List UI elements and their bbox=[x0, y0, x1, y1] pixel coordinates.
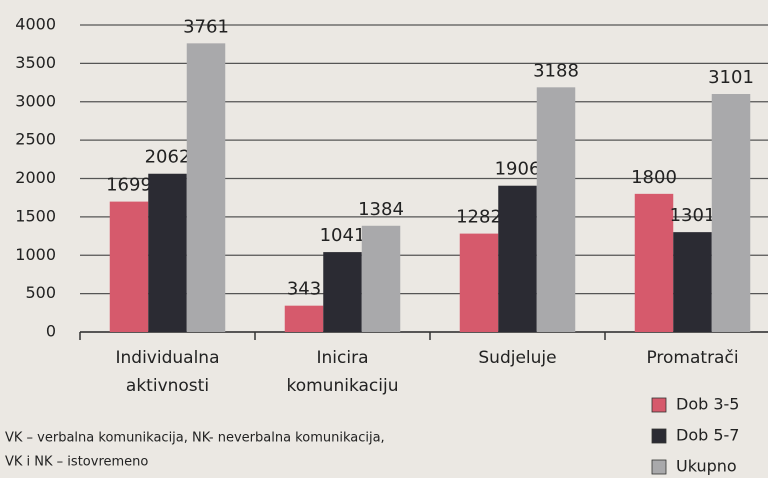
value-label: 1800 bbox=[631, 167, 677, 188]
bar bbox=[498, 185, 537, 332]
legend-swatch bbox=[651, 397, 667, 413]
note: VK – verbalna komunikacija, NK- neverbal… bbox=[5, 431, 385, 446]
value-label: 1301 bbox=[670, 205, 716, 226]
legend-swatch bbox=[651, 459, 667, 475]
x-tick-label: Inicira bbox=[317, 348, 369, 368]
value-label: 1041 bbox=[320, 225, 366, 246]
bar bbox=[284, 305, 324, 332]
value-label: 1384 bbox=[358, 199, 404, 220]
x-tick-label: Sudjeluje bbox=[478, 348, 556, 368]
value-label: 3101 bbox=[708, 67, 754, 88]
y-tick-label: 3000 bbox=[15, 91, 56, 110]
y-tick-label: 4000 bbox=[15, 15, 56, 34]
y-tick-label: 2000 bbox=[15, 168, 56, 187]
bar bbox=[459, 233, 499, 332]
value-label: 3761 bbox=[183, 16, 229, 37]
y-tick-label: 1500 bbox=[15, 206, 56, 225]
x-tick-label: komunikaciju bbox=[286, 376, 398, 396]
value-label: 1282 bbox=[456, 207, 502, 228]
bar bbox=[148, 173, 187, 332]
y-tick-label: 3500 bbox=[15, 53, 56, 72]
bar bbox=[711, 93, 751, 332]
bar bbox=[109, 201, 149, 332]
x-tick-label: Individualna bbox=[116, 348, 220, 368]
value-label: 2062 bbox=[145, 147, 191, 168]
legend-label: Ukupno bbox=[676, 457, 737, 476]
legend-swatch bbox=[651, 428, 667, 444]
value-label: 343 bbox=[287, 279, 321, 300]
bar bbox=[673, 232, 712, 332]
y-tick-label: 500 bbox=[25, 283, 56, 302]
y-tick-label: 1000 bbox=[15, 245, 56, 264]
value-label: 1699 bbox=[106, 175, 152, 196]
note: VK i NK – istovremeno bbox=[5, 455, 148, 470]
bar bbox=[634, 193, 674, 332]
value-label: 3188 bbox=[533, 60, 579, 81]
bar bbox=[323, 252, 362, 332]
bar bbox=[536, 87, 576, 332]
x-tick-label: aktivnosti bbox=[126, 376, 209, 396]
y-tick-label: 0 bbox=[46, 322, 56, 341]
value-label: 1906 bbox=[495, 159, 541, 180]
legend-label: Dob 5-7 bbox=[676, 426, 739, 445]
bar bbox=[361, 225, 401, 332]
x-tick-label: Promatrači bbox=[646, 348, 738, 368]
legend-label: Dob 3-5 bbox=[676, 395, 739, 414]
y-tick-label: 2500 bbox=[15, 130, 56, 149]
bar bbox=[186, 43, 226, 332]
